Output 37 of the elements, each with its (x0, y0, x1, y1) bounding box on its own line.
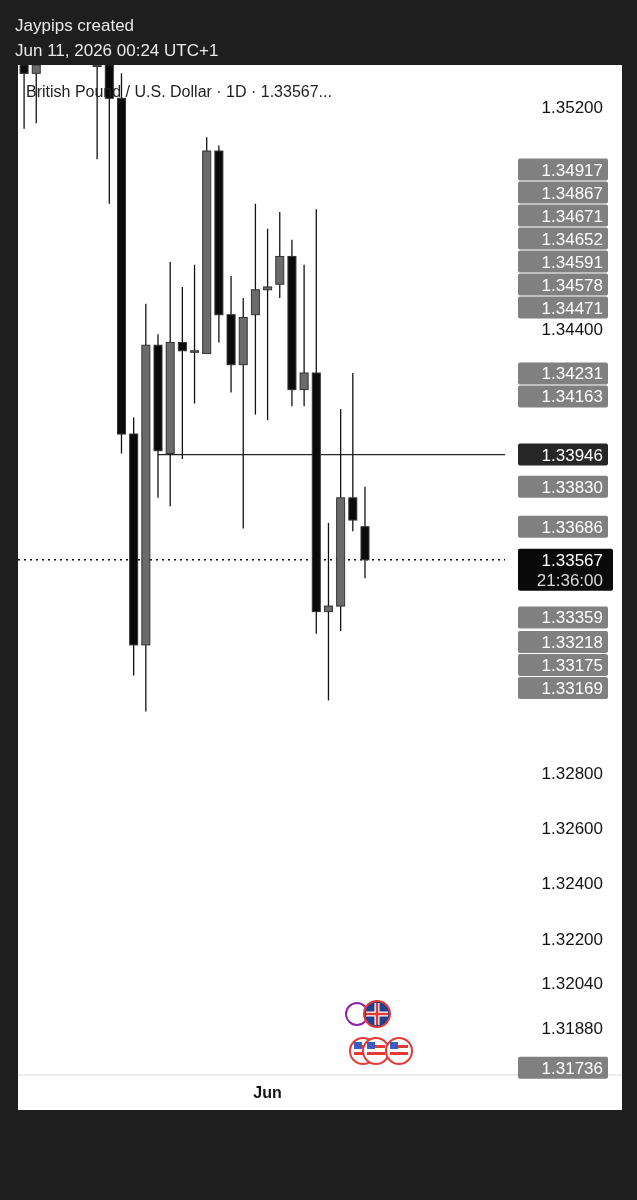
text: Jaypips created (15, 16, 135, 35)
candlestick (299, 264, 309, 407)
text: 1.33830 (541, 477, 603, 497)
candlestick (250, 203, 260, 416)
y-tick-label: 1.32400 (541, 874, 603, 894)
text: Jun 11, 2026 00:24 UTC+1 (15, 41, 219, 60)
text: 1.33359 (541, 608, 603, 628)
y-tick-label: 1.31880 (541, 1018, 603, 1038)
candlestick (19, 65, 29, 130)
y-tick-label: 1.32600 (541, 819, 603, 838)
text: 1.34578 (541, 275, 603, 295)
y-tick-label: 1.32200 (541, 929, 603, 949)
text: 1.31736 (541, 1058, 603, 1078)
y-tick-label: 1.35200 (541, 97, 603, 117)
ref-line-label: 1.33567 (541, 550, 603, 570)
y-tick-label: 1.32800 (541, 763, 603, 783)
text: 1.34917 (541, 160, 603, 180)
text: 1.33175 (541, 656, 603, 676)
candlestick (348, 372, 358, 532)
y-tick-label: 1.32040 (541, 974, 603, 994)
text: 1.34671 (541, 206, 603, 226)
text: 1.34591 (541, 252, 603, 272)
x-tick-label: Jun (253, 1084, 282, 1101)
text: 1.33169 (541, 679, 603, 699)
candlestick (263, 228, 273, 421)
candlestick (190, 264, 200, 405)
text: 1.34231 (541, 364, 603, 384)
text: 1.34867 (541, 183, 603, 203)
text: 1.34471 (541, 298, 603, 318)
ref-line-label: 1.33946 (541, 445, 603, 465)
text: 21:36:00 (536, 570, 603, 590)
y-tick-label: 1.34400 (541, 319, 603, 339)
text: 1.34652 (541, 229, 603, 249)
text: 1.33686 (541, 517, 603, 537)
candlestick (177, 286, 187, 460)
text: 1.34163 (541, 387, 603, 407)
text: 1.33218 (541, 633, 603, 653)
